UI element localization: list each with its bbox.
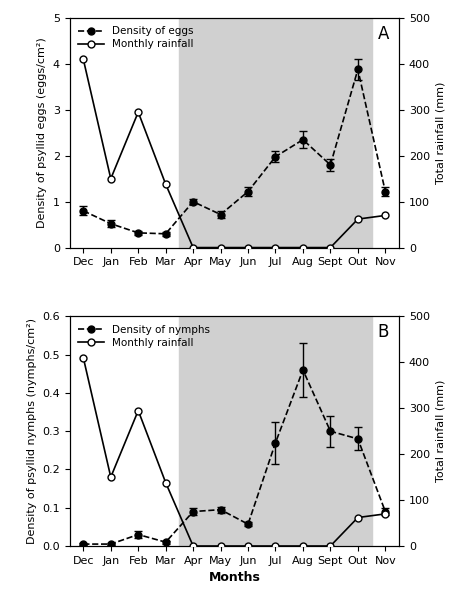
- Text: B: B: [377, 323, 388, 341]
- Legend: Density of eggs, Monthly rainfall: Density of eggs, Monthly rainfall: [75, 23, 196, 53]
- Legend: Density of nymphs, Monthly rainfall: Density of nymphs, Monthly rainfall: [75, 322, 213, 351]
- Y-axis label: Density of psyllid nymphs (nymphs/cm²): Density of psyllid nymphs (nymphs/cm²): [26, 318, 37, 544]
- Bar: [179, 316, 371, 546]
- Bar: [179, 18, 371, 248]
- Text: A: A: [377, 25, 388, 43]
- Y-axis label: Total rainfall (mm): Total rainfall (mm): [434, 380, 444, 482]
- Y-axis label: Total rainfall (mm): Total rainfall (mm): [434, 82, 444, 184]
- Y-axis label: Density of psyllid eggs (eggs/cm²): Density of psyllid eggs (eggs/cm²): [37, 37, 47, 228]
- X-axis label: Months: Months: [208, 571, 260, 584]
